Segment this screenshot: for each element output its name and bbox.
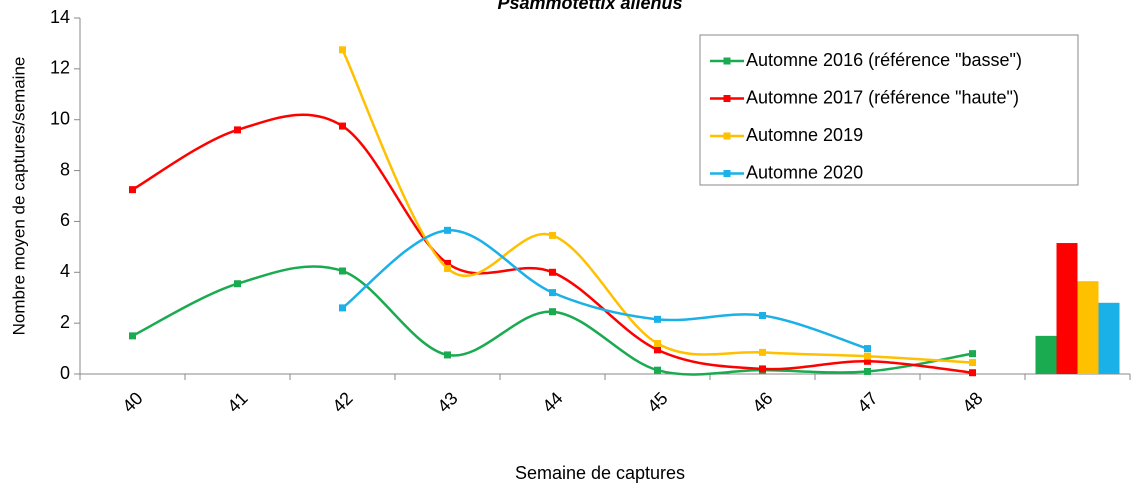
legend-marker [723,132,731,140]
point [339,267,346,275]
legend-marker [723,95,731,102]
y-tick-label: 6 [60,210,70,230]
point [864,345,871,353]
y-tick-label: 4 [60,261,70,281]
point [444,226,451,234]
series-line [341,49,973,364]
point [339,122,346,130]
legend-label: Automne 2016 (référence "basse") [746,50,1022,70]
x-tick-label: 42 [328,388,356,416]
bar [1077,281,1099,374]
legend-label: Automne 2020 [746,162,863,182]
point [549,268,556,276]
point [339,304,346,312]
bar [1056,243,1078,374]
legend-marker [723,170,731,177]
y-tick-label: 12 [50,58,70,78]
point [339,46,346,54]
point [864,352,871,360]
legend-label: Automne 2017 (référence "haute") [746,87,1019,107]
series-line [341,229,868,350]
series-line [131,265,973,376]
point [864,367,871,375]
bar [1098,302,1120,374]
point [549,231,556,239]
y-axis-label: Nombre moyen de captures/semaine [9,57,28,336]
point [444,259,451,267]
x-tick-label: 47 [853,388,881,416]
point [864,357,871,365]
legend-box [699,34,1079,186]
point [129,332,136,340]
x-tick-label: 41 [223,388,251,416]
x-tick-label: 40 [118,388,146,416]
y-tick-label: 8 [60,159,70,179]
y-tick-label: 0 [60,363,70,383]
point [234,280,241,288]
x-tick-label: 48 [958,388,986,416]
x-tick-label: 45 [643,388,671,416]
point [654,315,661,323]
point [969,369,976,377]
series-line [131,113,973,374]
point [549,289,556,297]
point [549,308,556,316]
x-tick-label: 44 [538,388,566,416]
point [969,350,976,358]
y-tick-label: 10 [50,108,70,128]
y-tick-label: 2 [60,312,70,332]
x-axis-label: Semaine de captures [515,463,685,483]
legend-marker [723,57,731,65]
point [654,339,661,347]
point [969,359,976,367]
point [444,264,451,272]
point [234,126,241,134]
point [444,351,451,359]
point [759,365,766,373]
point [759,348,766,356]
point [759,312,766,320]
x-tick-label: 46 [748,388,776,416]
y-tick-label: 14 [50,7,70,27]
x-tick-label: 43 [433,388,461,416]
legend-label: Automne 2019 [746,125,863,145]
point [654,366,661,374]
point [654,346,661,354]
chart-title: Psammotettix alienus [497,0,682,13]
bar [1035,335,1057,374]
point [129,186,136,194]
